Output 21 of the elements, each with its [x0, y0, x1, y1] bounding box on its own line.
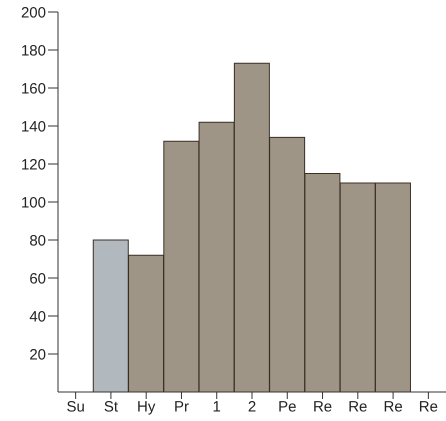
x-tick-label: Re [418, 398, 438, 416]
x-tick-label: St [104, 398, 119, 416]
x-tick-label: Pe [278, 398, 296, 416]
x-tick-label: Re [348, 398, 368, 416]
x-tick-label: Pr [174, 398, 189, 416]
y-tick-label: 180 [20, 42, 46, 60]
y-tick-label: 200 [20, 4, 46, 22]
x-tick-label: 1 [212, 398, 221, 416]
y-tick-label: 140 [20, 118, 46, 136]
y-tick-label: 120 [20, 156, 46, 174]
y-tick-label: 160 [20, 80, 46, 98]
x-tick-label: Su [66, 398, 85, 416]
y-tick-label: 20 [29, 346, 46, 364]
y-tick-label: 100 [20, 194, 46, 212]
x-tick-label: Re [312, 398, 332, 416]
x-tick-label: Hy [137, 398, 156, 416]
x-tick-label: 2 [248, 398, 256, 416]
x-tick-label: Re [383, 398, 403, 416]
y-tick-label: 80 [29, 232, 46, 250]
y-tick-label: 60 [29, 270, 46, 288]
y-tick-label: 40 [29, 308, 46, 326]
